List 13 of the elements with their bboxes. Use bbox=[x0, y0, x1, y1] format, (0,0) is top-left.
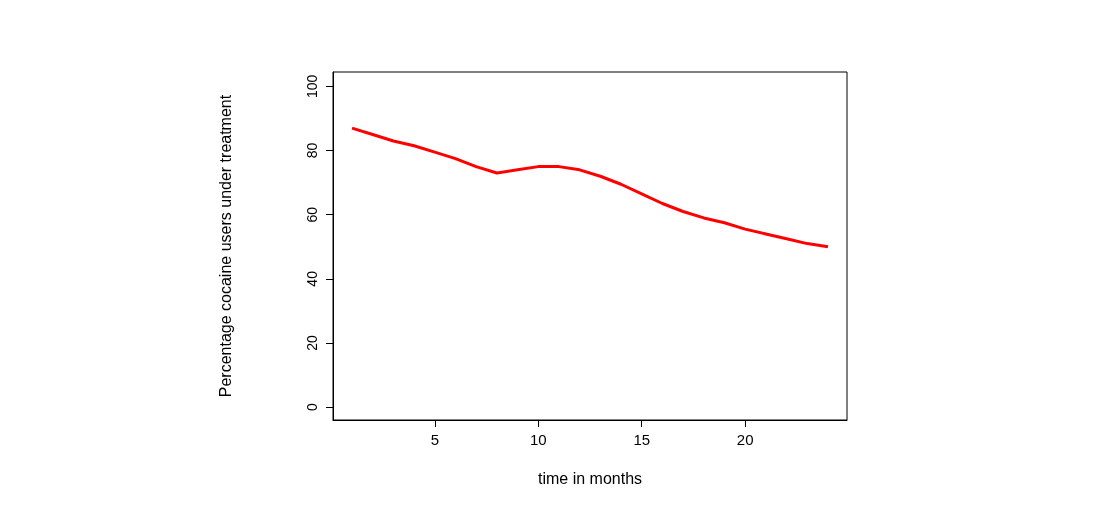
y-tick-label: 60 bbox=[304, 206, 320, 223]
x-tick-label: 5 bbox=[430, 431, 439, 448]
y-tick-label: 20 bbox=[304, 335, 320, 351]
y-tick-label: 40 bbox=[304, 270, 320, 287]
x-axis-title: time in months bbox=[537, 469, 643, 487]
line-series bbox=[350, 126, 830, 249]
y-tick-label: 100 bbox=[304, 74, 320, 99]
x-tick-label: 10 bbox=[529, 431, 547, 448]
y-tick-label: 0 bbox=[304, 403, 320, 412]
x-tick-label: 20 bbox=[736, 431, 754, 448]
y-axis-title: Percentage cocaine users under treatment bbox=[216, 94, 234, 398]
y-tick-label: 80 bbox=[304, 142, 320, 159]
x-tick-label: 15 bbox=[633, 431, 651, 448]
